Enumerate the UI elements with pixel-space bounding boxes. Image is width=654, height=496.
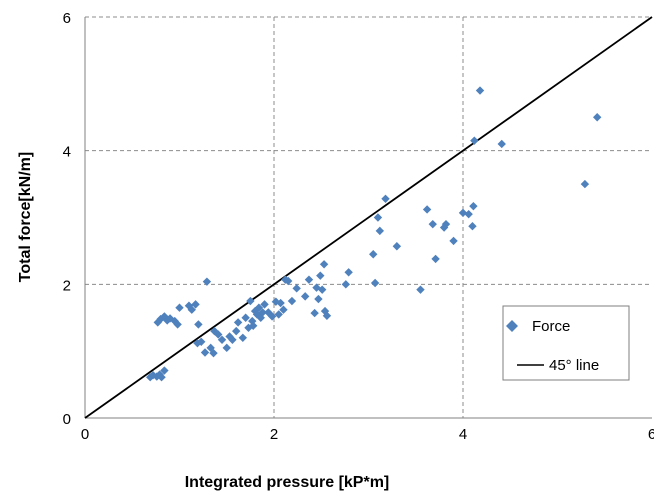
plot-area-border <box>84 17 652 419</box>
legend: Force 45° line <box>502 305 630 381</box>
x-tick-label: 4 <box>459 426 467 443</box>
data-point <box>292 284 301 293</box>
data-point <box>274 310 283 319</box>
data-point <box>283 276 293 286</box>
grid-lines <box>85 16 652 418</box>
data-point <box>238 333 248 342</box>
data-point <box>157 373 166 382</box>
data-point <box>428 219 437 229</box>
data-point <box>249 321 258 330</box>
data-point <box>341 280 351 289</box>
data-point <box>279 305 288 314</box>
data-point <box>214 330 223 339</box>
data-point <box>314 294 323 304</box>
data-point <box>370 278 380 288</box>
data-point <box>191 300 200 309</box>
legend-force-label: Force <box>532 318 570 335</box>
legend-force-marker <box>506 320 518 332</box>
data-point <box>175 303 184 312</box>
reference-line-45deg <box>84 16 653 419</box>
data-point <box>300 292 310 301</box>
legend-line-label: 45° line <box>549 357 599 374</box>
data-point <box>210 326 219 336</box>
data-point <box>155 370 164 379</box>
y-tick-labels: 0 2 4 6 <box>63 10 71 428</box>
data-points-group <box>146 86 602 382</box>
data-point <box>470 136 479 145</box>
data-point <box>287 296 297 306</box>
data-point <box>392 242 402 251</box>
data-point <box>464 209 473 219</box>
data-point <box>228 335 237 345</box>
data-point <box>246 296 255 306</box>
data-point <box>592 113 602 122</box>
data-point <box>304 275 314 284</box>
data-point <box>202 277 212 286</box>
y-tick-label: 6 <box>63 10 71 27</box>
data-point <box>232 326 241 336</box>
y-tick-label: 2 <box>63 277 71 294</box>
x-tick-labels: 0 2 4 6 <box>81 426 654 443</box>
data-point <box>373 213 383 222</box>
data-point <box>475 86 485 95</box>
data-point <box>319 260 329 269</box>
reference-line-group <box>84 16 653 419</box>
data-point <box>222 343 231 353</box>
data-point <box>200 348 210 357</box>
data-point <box>173 320 182 329</box>
x-axis-title: Integrated pressure [kP*m] <box>185 474 390 491</box>
data-point <box>468 221 477 231</box>
x-tick-label: 2 <box>270 426 278 443</box>
x-tick-label: 6 <box>648 426 654 443</box>
data-point <box>416 285 425 294</box>
data-point <box>375 226 385 236</box>
data-point <box>316 271 325 280</box>
data-point <box>310 308 319 318</box>
x-tick-label: 0 <box>81 426 89 443</box>
data-point <box>344 268 353 277</box>
data-point <box>160 366 169 375</box>
data-point <box>381 194 390 203</box>
data-point <box>258 308 267 317</box>
data-point <box>241 313 250 322</box>
data-point <box>233 318 243 327</box>
data-point <box>441 219 451 229</box>
data-point <box>267 312 277 321</box>
data-point <box>317 285 327 294</box>
data-point <box>260 300 269 309</box>
data-point <box>580 179 590 189</box>
data-point <box>197 337 206 347</box>
data-point <box>449 236 458 246</box>
data-point <box>458 208 468 218</box>
data-point <box>431 254 440 264</box>
legend-box <box>502 305 630 381</box>
data-point <box>469 201 478 211</box>
data-point <box>497 139 506 149</box>
data-point <box>217 335 227 345</box>
data-point <box>194 320 203 329</box>
y-tick-label: 4 <box>63 144 71 161</box>
data-point <box>422 205 432 214</box>
data-point <box>163 316 172 325</box>
data-point <box>187 305 196 314</box>
y-tick-label: 0 <box>63 411 71 428</box>
data-point <box>369 250 378 259</box>
data-point <box>209 348 218 358</box>
data-point <box>322 311 332 320</box>
data-point <box>254 303 264 312</box>
y-axis-title: Total force[kN/m] <box>17 152 34 282</box>
data-point <box>276 298 285 308</box>
